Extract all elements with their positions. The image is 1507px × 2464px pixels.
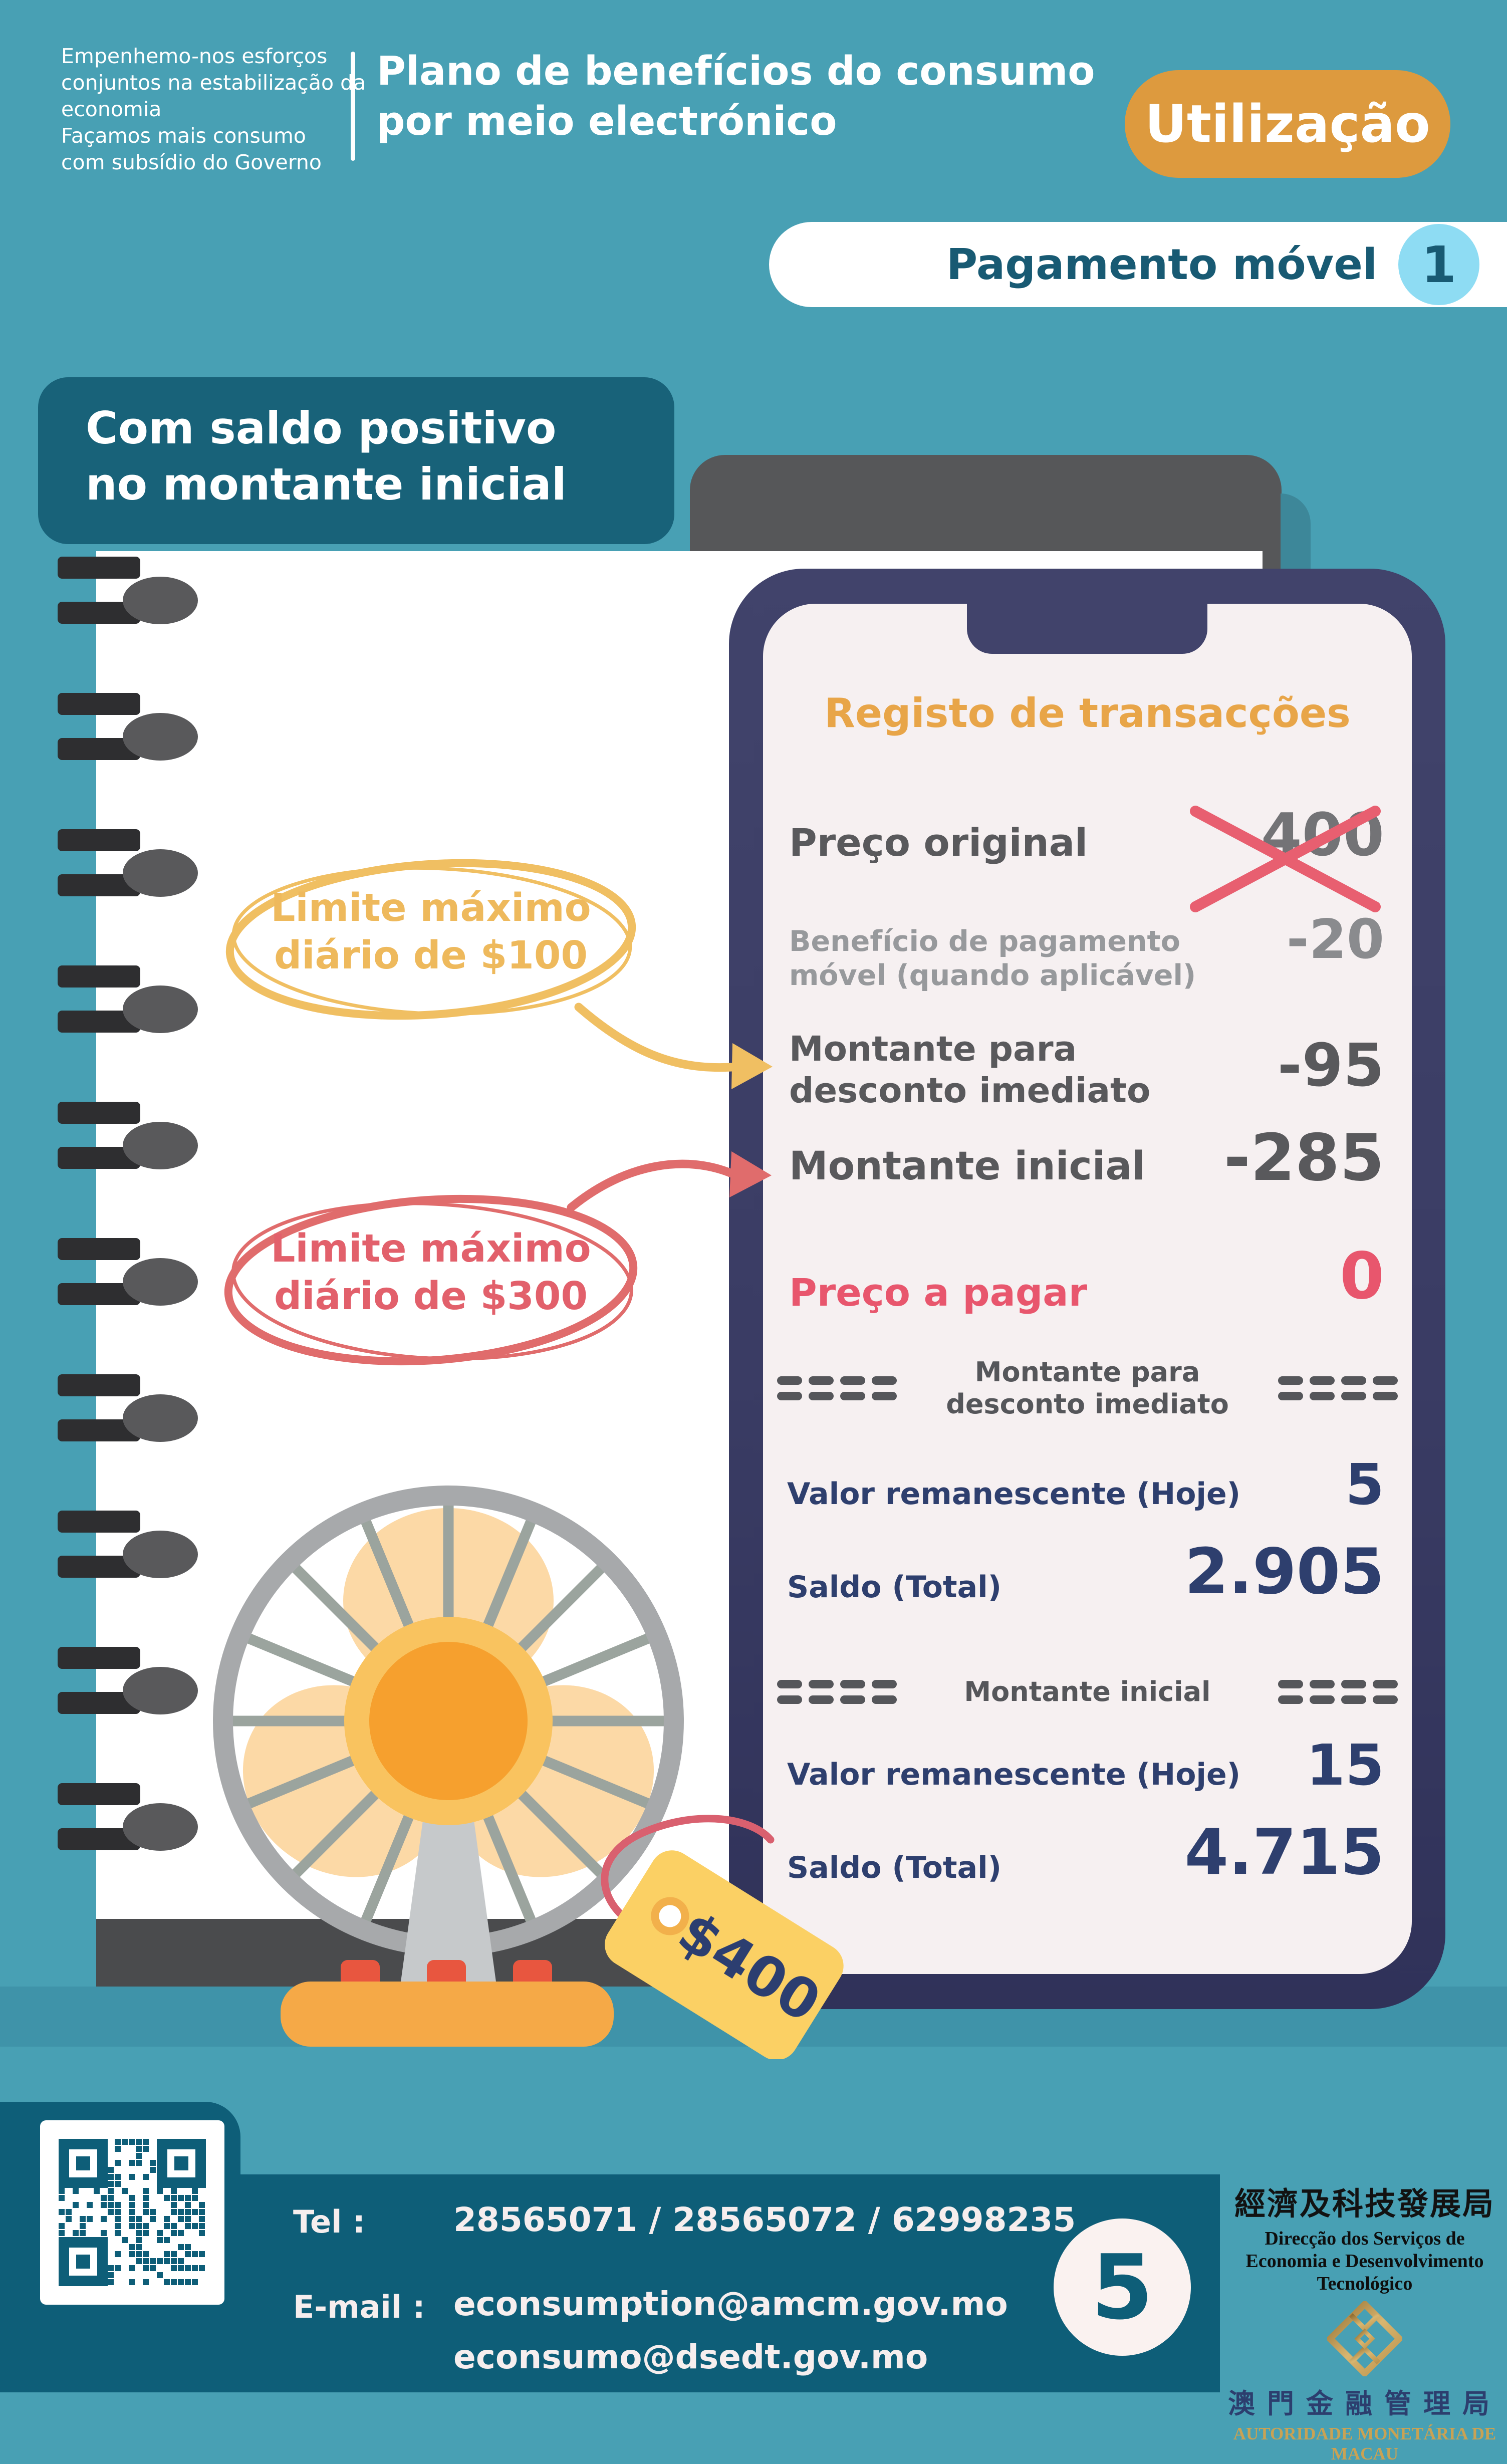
binding-clip: [0, 693, 200, 786]
transactions-title: Registo de transacções: [824, 690, 1351, 736]
amcm-logo-icon: [1325, 2299, 1404, 2378]
s1-remaining-value: 5: [1345, 1452, 1384, 1518]
page-number: 5: [1091, 2235, 1153, 2339]
divider-dashes-left2: [777, 1680, 897, 1704]
step-number-badge: 1: [1398, 224, 1479, 305]
instant-discount-value: -95: [1277, 1031, 1384, 1100]
s2-remaining-label: Valor remanescente (Hoje): [787, 1757, 1241, 1792]
arrow-100-head: [731, 1043, 773, 1089]
limit-100-annotation: Limite máximo diário de $100: [210, 842, 792, 1102]
limit-300-ellipse-arrow: [224, 1151, 772, 1366]
s2-balance-label: Saldo (Total): [787, 1850, 1002, 1885]
binding-clip: [0, 965, 200, 1059]
divider-dashes-left: [777, 1376, 897, 1400]
page-number-badge: 5: [1054, 2219, 1191, 2356]
government-slogan: Empenhemo-nos esforços conjuntos na esta…: [61, 44, 366, 174]
phone-notch: [967, 604, 1207, 654]
binding-clip: [0, 1374, 200, 1467]
instant-discount-label: Montante para desconto imediato: [789, 1029, 1151, 1111]
s2-balance-value: 4.715: [1184, 1815, 1384, 1889]
section1-heading: Montante para desconto imediato: [946, 1356, 1229, 1420]
qr-modules: [59, 2139, 205, 2285]
binding-clip: [0, 1511, 200, 1604]
limit-100-text: Limite máximo diário de $100: [271, 886, 591, 978]
amcm-portuguese-name: AUTORIDADE MONETÁRIA DE MACAU: [1233, 2424, 1496, 2463]
pagamento-movel-pill: Pagamento móvel 1: [769, 222, 1507, 307]
strikethrough-x: [1190, 806, 1381, 912]
binding-clip: [0, 829, 200, 922]
price-to-pay-value: 0: [1339, 1239, 1384, 1314]
email-dsedt: econsumo@dsedt.gov.mo: [453, 2338, 928, 2376]
s1-remaining-label: Valor remanescente (Hoje): [787, 1476, 1241, 1512]
binding-clip: [0, 1102, 200, 1195]
page-title: Plano de benefícios do consumo por meio …: [377, 48, 1095, 144]
utilizacao-badge: Utilização: [1125, 70, 1450, 178]
arrow-300-head: [729, 1151, 772, 1197]
pagamento-movel-label: Pagamento móvel: [946, 239, 1377, 290]
scenario-label: Com saldo positivo no montante inicial: [38, 377, 674, 544]
initial-amount-label: Montante inicial: [789, 1144, 1145, 1189]
price-tag: $400: [601, 1815, 844, 2059]
section2-divider: Montante inicial: [763, 1676, 1412, 1708]
dsedt-chinese-name: 經濟及科技發展局: [1234, 2185, 1495, 2222]
tel-label: Tel :: [293, 2203, 365, 2240]
tel-numbers: 28565071 / 28565072 / 62998235: [453, 2200, 1076, 2239]
section2-heading: Montante inicial: [964, 1676, 1211, 1707]
s1-balance-value: 2.905: [1184, 1535, 1384, 1608]
amcm-chinese-name: 澳門金融管理局: [1228, 2388, 1501, 2419]
header-divider: [351, 52, 355, 161]
fan-illustration: [213, 1486, 684, 2047]
divider-dashes-right: [1278, 1376, 1398, 1400]
arrow-100: [574, 1003, 736, 1072]
binding-clip: [0, 1238, 200, 1331]
fan-base: [281, 1982, 614, 2047]
mobile-benefit-value: -20: [1286, 908, 1384, 971]
qr-code: [40, 2120, 224, 2305]
limit-100-ellipse-arrow: [225, 859, 773, 1089]
price-to-pay-label: Preço a pagar: [789, 1270, 1088, 1315]
agency-logos: 經濟及科技發展局 Direcção dos Serviços de Econom…: [1222, 2178, 1507, 2464]
s2-remaining-value: 15: [1306, 1733, 1384, 1798]
initial-amount-value: -285: [1223, 1121, 1384, 1195]
phone-screen: Registo de transacções Preço original 40…: [763, 604, 1412, 1974]
section1-divider: Montante para desconto imediato: [763, 1356, 1412, 1420]
tag-hole: [651, 1897, 689, 1935]
limit-300-text: Limite máximo diário de $300: [271, 1226, 591, 1319]
limit-300-annotation: Limite máximo diário de $300: [210, 1132, 792, 1453]
binding-clip: [0, 557, 200, 650]
qr-finder-patterns: [59, 2139, 206, 2286]
email-amcm: econsumption@amcm.gov.mo: [453, 2285, 1008, 2323]
original-price-label: Preço original: [789, 820, 1088, 865]
binding-clip: [0, 1647, 200, 1740]
poster-utilizacao: { "page": { "bg": "#48a0b4", "accent_ora…: [0, 44, 1507, 2463]
fan-hub-inner: [369, 1642, 528, 1800]
s1-balance-label: Saldo (Total): [787, 1570, 1002, 1605]
dsedt-portuguese-name: Direcção dos Serviços de Economia e Dese…: [1245, 2228, 1484, 2294]
divider-dashes-right2: [1278, 1680, 1398, 1704]
binding-clip: [0, 1783, 200, 1876]
arrow-300: [567, 1159, 736, 1212]
mobile-benefit-label: Benefício de pagamento móvel (quando apl…: [789, 925, 1196, 992]
email-label: E-mail :: [293, 2289, 425, 2325]
fan-stand: [400, 1799, 497, 1989]
